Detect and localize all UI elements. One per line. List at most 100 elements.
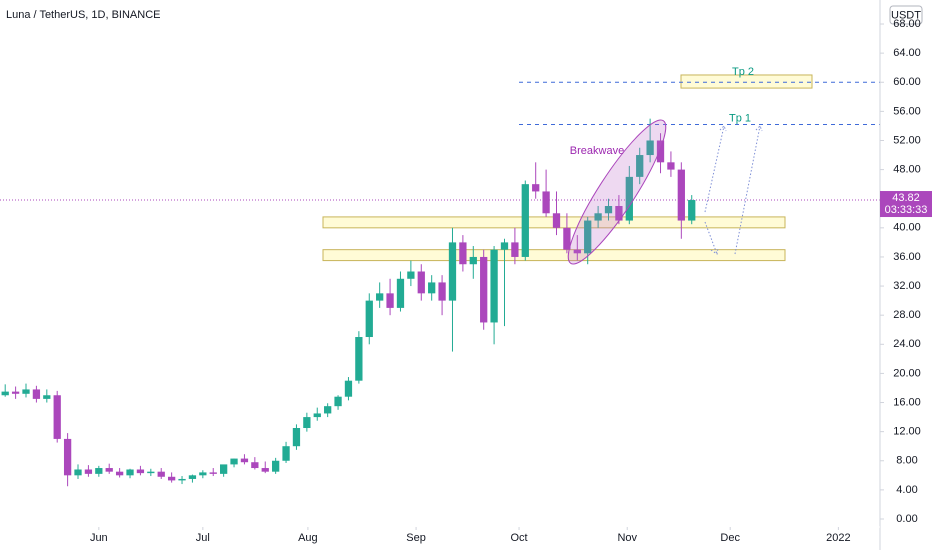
candle-body	[656, 140, 665, 163]
x-tick-label: Oct	[510, 532, 527, 544]
y-tick-label: 52.00	[893, 134, 921, 146]
candle-body	[126, 469, 134, 476]
x-tick-label: Nov	[617, 532, 637, 544]
candle-body	[438, 282, 446, 301]
countdown: 03:33:33	[885, 204, 928, 216]
candle-body	[209, 472, 217, 474]
candle-body	[396, 278, 405, 308]
candle-body	[251, 462, 259, 469]
candle-body	[43, 395, 51, 399]
candle-body	[178, 478, 186, 481]
candle-body	[573, 249, 581, 254]
projection-arrows	[704, 125, 763, 255]
candle-body	[344, 380, 353, 397]
y-tick-label: 56.00	[893, 105, 921, 117]
x-tick-label: Sep	[406, 532, 426, 544]
y-tick-label: 28.00	[893, 309, 921, 321]
target-label: Tp 2	[732, 66, 754, 78]
candle-body	[355, 337, 363, 381]
candle-body	[604, 205, 613, 214]
y-tick-label: 60.00	[893, 76, 921, 88]
candle-body	[53, 395, 61, 439]
candle-body	[22, 389, 30, 394]
candle-body	[282, 446, 290, 461]
candle-body	[261, 468, 269, 472]
chart-title: Luna / TetherUS, 1D, BINANCE	[6, 9, 160, 21]
candle-body	[365, 300, 373, 338]
candle-body	[220, 464, 228, 474]
candle-body	[272, 460, 280, 472]
candle-body	[636, 155, 644, 177]
candle-body	[584, 220, 592, 254]
candle-body	[490, 249, 498, 323]
candle-body	[147, 471, 155, 474]
candle-body	[313, 413, 321, 418]
y-tick-label: 8.00	[896, 455, 917, 467]
candle-body	[480, 256, 488, 323]
candle-body	[511, 242, 519, 257]
candle-body	[292, 428, 301, 447]
candle-body	[542, 191, 550, 214]
candle-body	[167, 476, 176, 481]
y-tick-label: 12.00	[893, 426, 921, 438]
last-price: 43.82	[892, 192, 920, 204]
x-tick-label: 2022	[826, 532, 850, 544]
y-tick-label: 32.00	[893, 280, 921, 292]
candle-body	[136, 469, 145, 474]
y-tick-label: 36.00	[893, 251, 921, 263]
x-tick-label: Jun	[90, 532, 108, 544]
candle-body	[376, 293, 384, 301]
candle-body	[646, 140, 654, 156]
candle-body	[688, 200, 696, 221]
candle-body	[469, 256, 477, 265]
candle-body	[334, 396, 342, 407]
candle-body	[32, 389, 41, 399]
y-tick-label: 16.00	[893, 396, 921, 408]
candle-body	[324, 406, 332, 414]
candle-body	[230, 458, 238, 465]
currency-button[interactable]	[889, 5, 923, 25]
candle-body	[115, 471, 124, 476]
candle-body	[386, 293, 394, 308]
candle-body	[667, 162, 675, 170]
candle-body	[1, 391, 9, 396]
candle-body	[448, 242, 457, 301]
candle-body	[105, 468, 113, 472]
candle-body	[594, 213, 602, 221]
breakwave-ellipse	[567, 119, 667, 265]
candle-body	[11, 391, 20, 394]
candle-body	[500, 242, 509, 250]
candle-body	[563, 227, 571, 250]
candle-body	[677, 169, 685, 221]
zone	[680, 74, 813, 89]
candle-body	[199, 472, 207, 476]
candle-body	[417, 271, 425, 294]
y-tick-label: 0.00	[896, 513, 917, 525]
x-tick-label: Aug	[298, 532, 318, 544]
candle-body	[428, 282, 436, 294]
y-tick-label: 20.00	[893, 367, 921, 379]
candle-body	[615, 205, 623, 221]
y-tick-label: 40.00	[893, 222, 921, 234]
x-tick-label: Dec	[720, 532, 740, 544]
annotation: Breakwave	[570, 145, 624, 157]
candle-body	[552, 213, 561, 228]
candle-body	[240, 458, 249, 463]
last-price-box	[880, 191, 932, 218]
y-tick-label: 24.00	[893, 338, 921, 350]
candle-body	[521, 184, 529, 257]
candle-body	[63, 438, 72, 476]
currency[interactable]: USDT	[891, 9, 921, 21]
target-label: Tp 1	[729, 112, 751, 124]
y-tick-label: 68.00	[893, 18, 921, 30]
y-tick-label: 4.00	[896, 484, 917, 496]
zone	[322, 249, 786, 262]
candle-body	[188, 475, 197, 479]
candle-body	[157, 471, 165, 477]
candle-body	[84, 469, 93, 474]
candle-body	[407, 271, 415, 279]
candle-body	[303, 417, 311, 429]
candle-body	[459, 242, 467, 265]
